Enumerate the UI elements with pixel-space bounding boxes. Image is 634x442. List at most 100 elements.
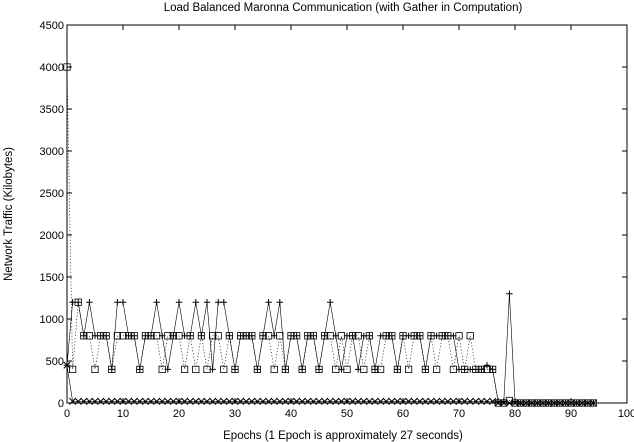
series-3-point xyxy=(108,397,116,405)
series-3-point xyxy=(343,397,351,405)
series-2-point xyxy=(393,365,402,374)
series-1-point xyxy=(265,299,272,306)
series-3-point xyxy=(483,397,491,405)
series-3-point xyxy=(186,397,194,405)
series-3-point xyxy=(153,397,161,405)
series-3-point xyxy=(410,397,418,405)
series-2-point xyxy=(248,332,256,340)
series-2-point xyxy=(298,365,306,374)
series-3-point xyxy=(248,397,256,405)
series-2-point xyxy=(488,365,497,374)
series-2-point xyxy=(203,365,211,374)
series-3-point xyxy=(130,397,138,405)
series-3-line xyxy=(66,365,594,404)
series-1-point xyxy=(399,332,407,339)
series-2-point xyxy=(80,332,88,340)
series-3-point xyxy=(399,397,407,405)
series-3 xyxy=(63,361,597,407)
series-3-point xyxy=(225,397,233,405)
series-3-point xyxy=(349,397,357,405)
series-2-point xyxy=(281,365,290,374)
series-2-point xyxy=(236,332,245,340)
series-2-point xyxy=(315,365,323,374)
series-2-point xyxy=(231,365,239,374)
series-1-point xyxy=(422,366,429,373)
series-2-point xyxy=(125,332,133,340)
series-2-point xyxy=(164,332,172,340)
series-1-point xyxy=(220,299,227,306)
series-3-point xyxy=(545,399,553,407)
series-2-point xyxy=(208,332,217,340)
series-2-point xyxy=(404,365,413,374)
series-3-point xyxy=(461,397,469,405)
series-1-point xyxy=(153,299,160,306)
series-1-point xyxy=(254,366,261,373)
y-tick-label: 2500 xyxy=(40,188,64,200)
series-3-point xyxy=(472,397,480,405)
series-2-point xyxy=(477,365,486,374)
y-tick-label: 0 xyxy=(58,398,64,410)
series-3-point xyxy=(332,397,340,405)
series-2-point xyxy=(432,365,441,374)
y-tick-label: 4000 xyxy=(40,62,64,74)
series-3-point xyxy=(147,397,155,405)
series-3-point xyxy=(517,399,525,407)
series-3-point xyxy=(231,397,239,405)
series-1-point xyxy=(108,366,115,373)
series-3-point xyxy=(141,397,149,405)
series-3-point xyxy=(556,399,564,407)
series-2-point xyxy=(253,365,261,374)
series-3-point xyxy=(192,397,200,405)
y-tick-label: 1500 xyxy=(40,272,64,284)
series-3-point xyxy=(63,361,71,369)
series-2-point xyxy=(242,332,250,340)
series-3-point xyxy=(421,397,429,405)
series-3-point xyxy=(253,397,261,405)
series-3-point xyxy=(125,397,133,405)
series-3-point xyxy=(466,397,474,405)
series-3-point xyxy=(74,397,82,405)
series-3-point xyxy=(281,397,289,405)
y-tick-label: 500 xyxy=(46,356,64,368)
series-3-point xyxy=(136,397,144,405)
series-2-point xyxy=(388,332,396,340)
series-2-point xyxy=(119,332,127,340)
series-2-point xyxy=(192,365,200,374)
series-1-point xyxy=(282,366,289,373)
series-2-point xyxy=(354,332,362,340)
series-3-point xyxy=(69,397,77,405)
series-3-point xyxy=(494,399,502,407)
series-2-point xyxy=(136,365,144,374)
series-3-point xyxy=(181,397,189,405)
series-3-point xyxy=(270,397,278,405)
series-2-point xyxy=(130,332,138,340)
series-3-point xyxy=(237,397,245,405)
series-1-point xyxy=(506,290,513,297)
series-3-point xyxy=(405,397,413,405)
series-2-point xyxy=(410,332,418,340)
series-2-point xyxy=(147,332,155,340)
series-2-point xyxy=(220,365,228,374)
y-tick-label: 1000 xyxy=(40,314,64,326)
y-tick-label: 3000 xyxy=(40,146,64,158)
series-2-point xyxy=(276,332,284,340)
series-2-point xyxy=(264,332,273,340)
series-1-point xyxy=(366,332,373,339)
series-3-point xyxy=(326,397,334,405)
series-1-point xyxy=(75,299,82,306)
series-1-point xyxy=(198,332,205,339)
series-1-point xyxy=(86,299,93,306)
series-3-point xyxy=(315,397,323,405)
series-1 xyxy=(63,290,597,407)
series-2-point xyxy=(292,332,301,340)
x-tick-label: 30 xyxy=(229,408,241,420)
series-2-point xyxy=(483,365,491,374)
series-2-point xyxy=(337,332,346,340)
series-3-point xyxy=(433,397,441,405)
series-2-point xyxy=(69,365,77,374)
series-1-point xyxy=(119,299,127,306)
series-3-point xyxy=(304,397,312,405)
series-3-point xyxy=(573,399,581,407)
series-2-point xyxy=(427,332,435,340)
